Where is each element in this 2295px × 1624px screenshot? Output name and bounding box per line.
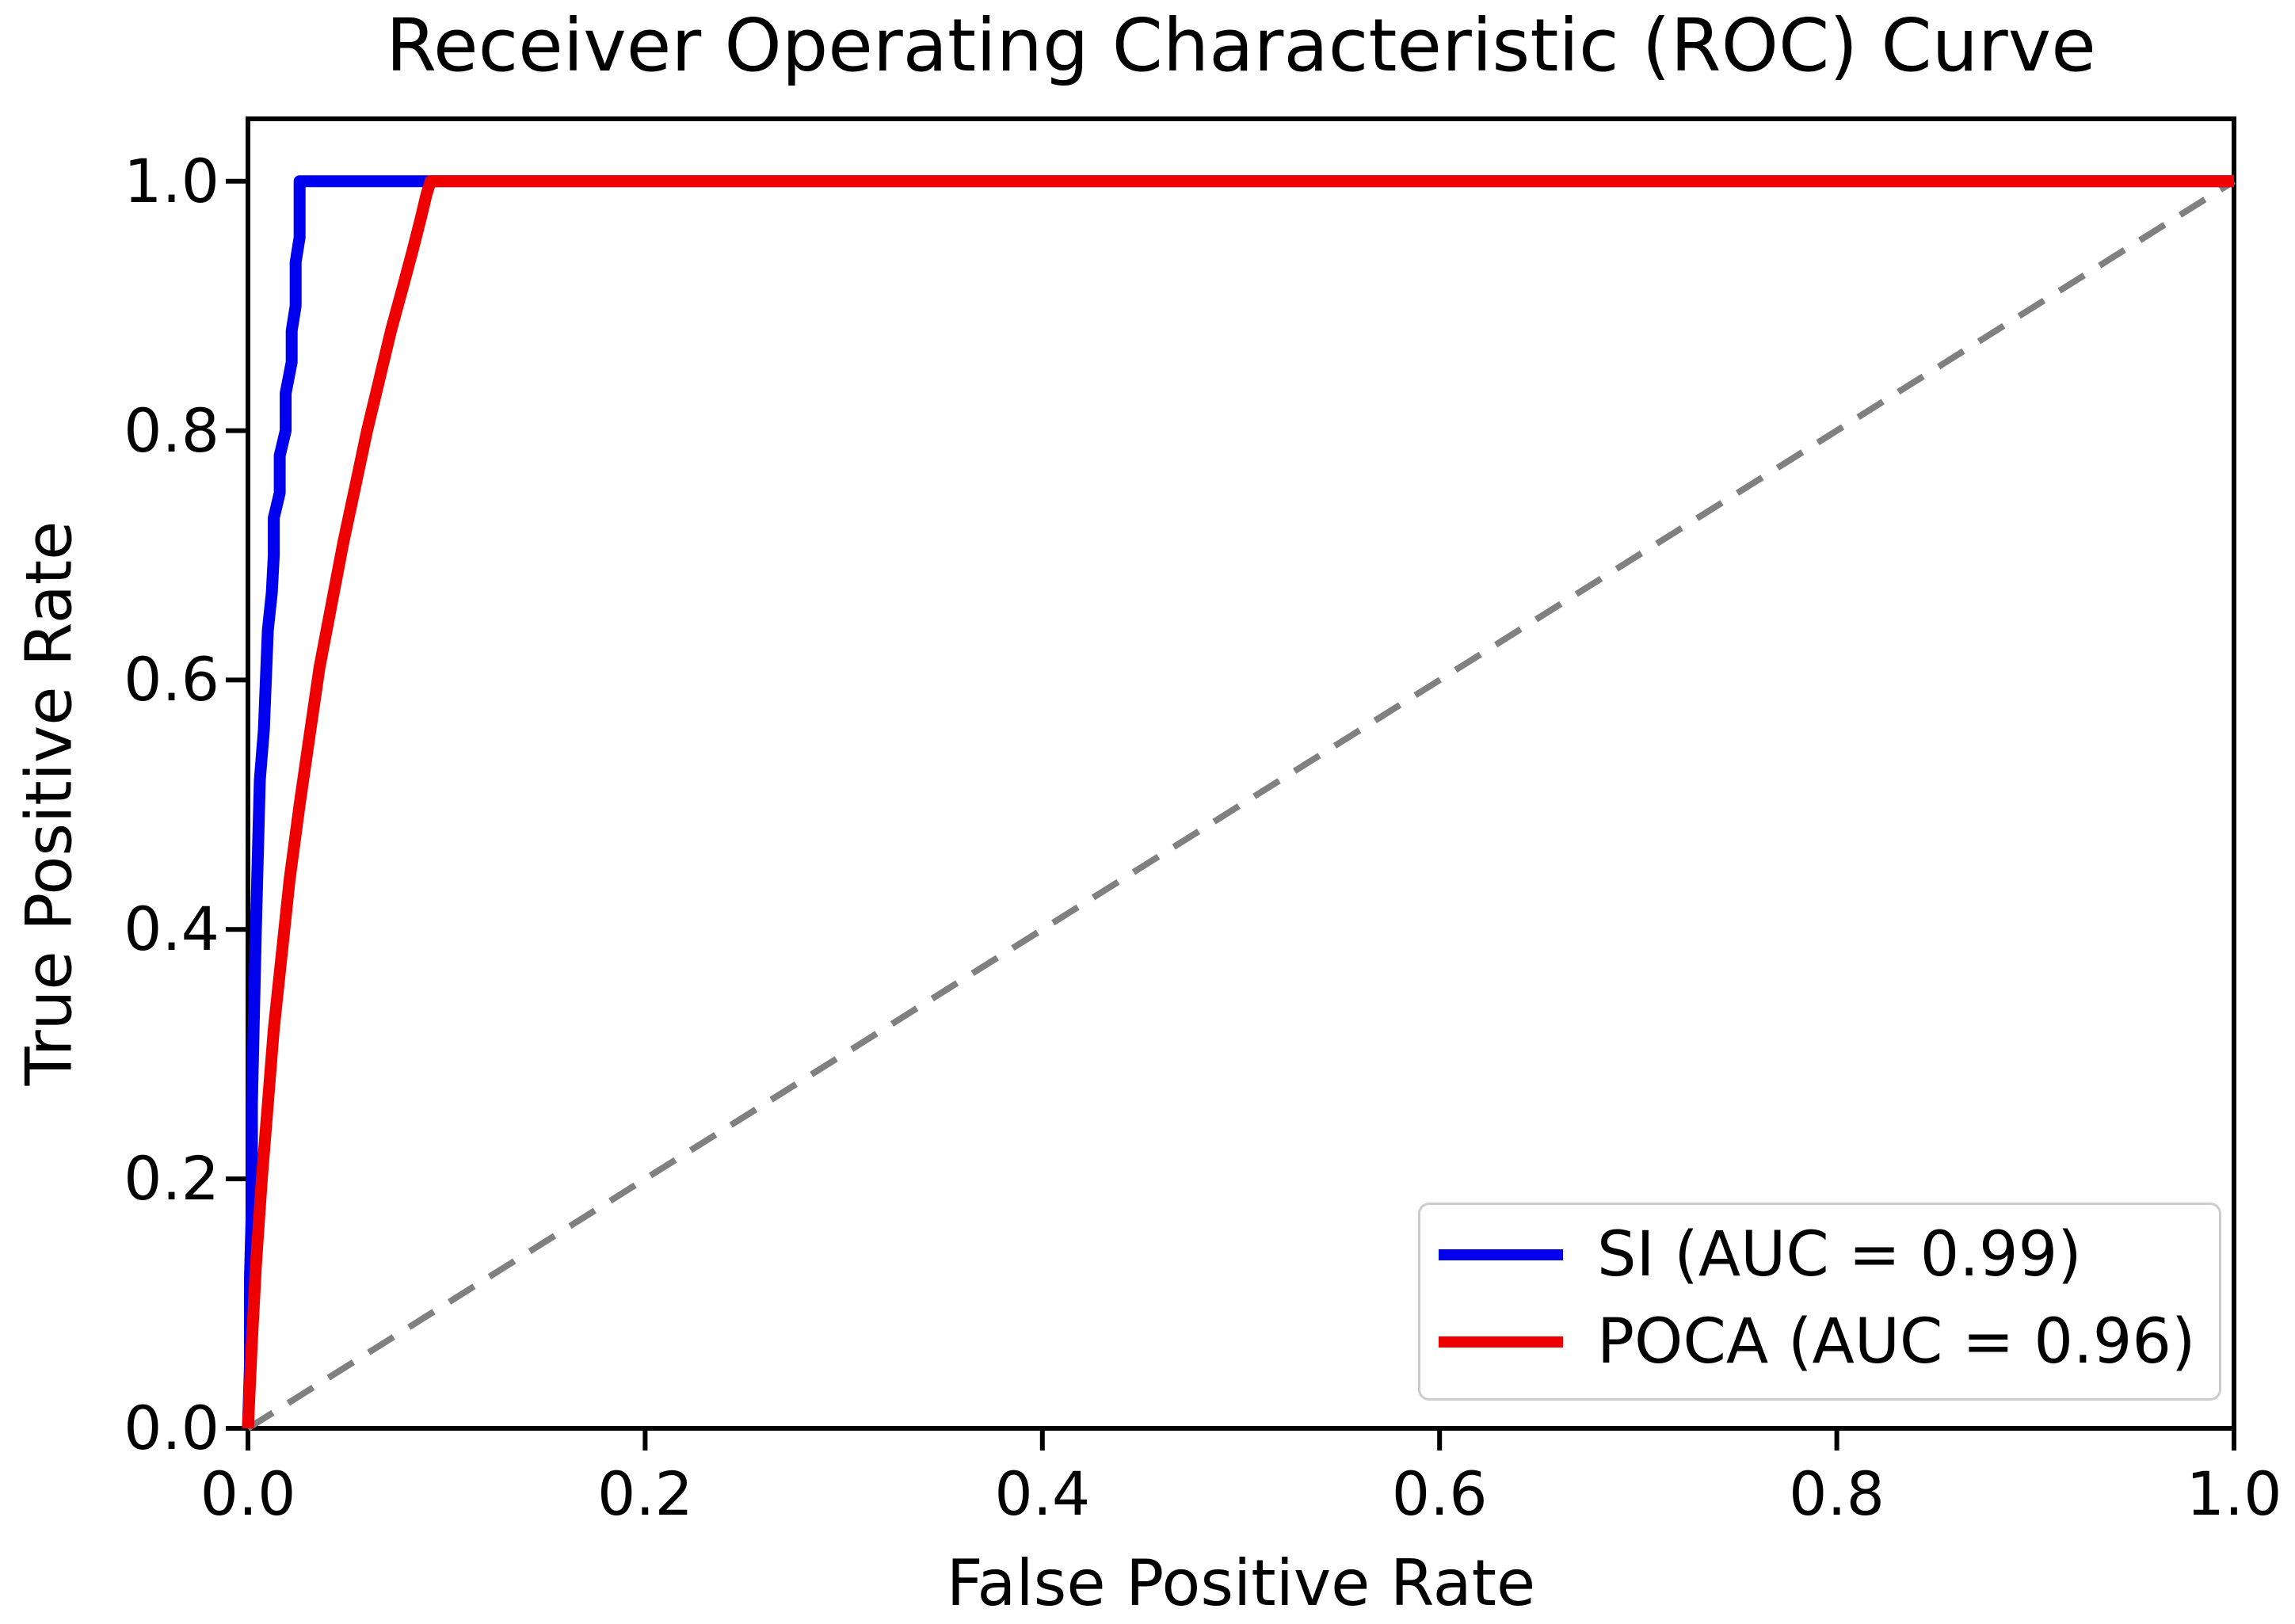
x-axis-label: False Positive Rate <box>946 1546 1536 1620</box>
poca-line-swatch <box>1439 1336 1563 1348</box>
poca-roc-curve <box>242 175 2234 1429</box>
legend-label-poca: POCA (AUC = 0.96) <box>1597 1306 2196 1378</box>
y-tick-marks <box>226 178 248 1431</box>
si-roc-curve <box>242 175 2234 1429</box>
x-tick-label: 0.0 <box>200 1458 296 1529</box>
si-line-swatch <box>1439 1249 1563 1260</box>
legend: SI (AUC = 0.99) POCA (AUC = 0.96) <box>1418 1203 2221 1401</box>
x-tick-label: 1.0 <box>2186 1458 2282 1529</box>
x-tick-label: 0.8 <box>1789 1458 1885 1529</box>
legend-entry-poca: POCA (AUC = 0.96) <box>1420 1302 2219 1382</box>
legend-entry-si: SI (AUC = 0.99) <box>1420 1215 2219 1294</box>
chance-diagonal-line <box>246 178 2236 1431</box>
y-tick-label: 0.0 <box>124 1393 219 1463</box>
x-tick-label: 0.6 <box>1391 1458 1488 1529</box>
plot-frame <box>246 116 2236 1431</box>
legend-label-si: SI (AUC = 0.99) <box>1597 1219 2082 1290</box>
y-tick-label: 0.4 <box>124 894 219 965</box>
y-tick-label: 0.2 <box>124 1143 219 1214</box>
y-tick-label: 0.6 <box>124 644 219 715</box>
x-tick-label: 0.2 <box>597 1458 693 1529</box>
y-axis-label: True Positive Rate <box>12 520 86 1086</box>
y-tick-label: 1.0 <box>124 145 219 216</box>
x-tick-marks <box>246 1428 2236 1451</box>
y-tick-label: 0.8 <box>124 395 219 466</box>
x-tick-label: 0.4 <box>994 1458 1091 1529</box>
chart-title: Receiver Operating Characteristic (ROC) … <box>386 3 2096 88</box>
